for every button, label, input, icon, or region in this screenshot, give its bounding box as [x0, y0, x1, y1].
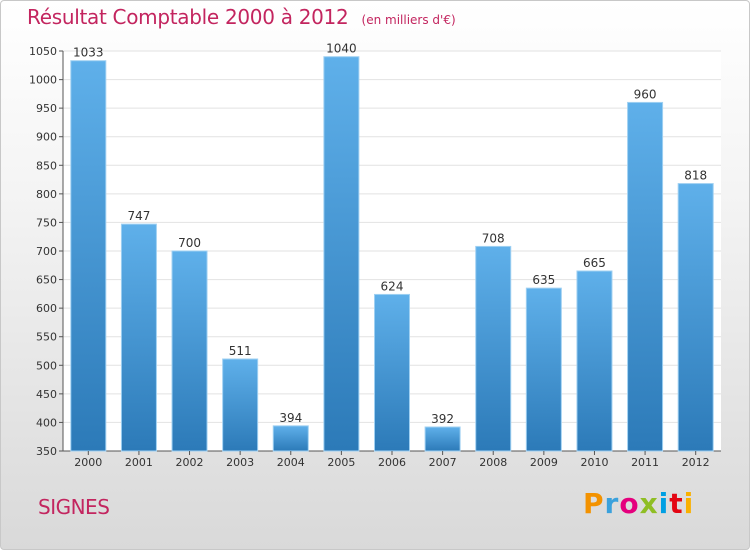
data-label: 1033	[73, 46, 104, 60]
data-label: 747	[127, 209, 150, 223]
data-label: 635	[532, 273, 555, 287]
x-tick-label: 2005	[327, 456, 355, 469]
y-tick-label: 950	[36, 102, 57, 115]
x-tick-label: 2012	[682, 456, 710, 469]
y-tick-label: 900	[36, 131, 57, 144]
y-tick-label: 600	[36, 302, 57, 315]
logo-letter: t	[669, 487, 684, 520]
y-tick-label: 750	[36, 216, 57, 229]
bar-2006	[374, 293, 410, 452]
x-tick-label: 2007	[429, 456, 457, 469]
bar-2000	[70, 60, 107, 452]
data-label: 818	[684, 169, 707, 183]
x-tick-label: 2010	[580, 456, 608, 469]
data-label: 1040	[326, 42, 357, 56]
y-tick-label: 850	[36, 159, 57, 172]
bar-2005	[323, 56, 360, 452]
data-label: 394	[279, 411, 302, 425]
chart-title: Résultat Comptable 2000 à 2012	[27, 5, 349, 29]
bar-2001	[120, 223, 157, 452]
data-label: 665	[583, 256, 606, 270]
y-tick-label: 650	[36, 274, 57, 287]
x-tick-label: 2009	[530, 456, 558, 469]
logo-letter: r	[604, 487, 620, 520]
logo-letter: P	[583, 487, 605, 520]
logo-letter: i	[658, 487, 670, 520]
data-label: 960	[634, 87, 657, 101]
x-tick-label: 2000	[74, 456, 102, 469]
x-tick-label: 2002	[176, 456, 204, 469]
data-label: 511	[229, 344, 252, 358]
chart-title-row: Résultat Comptable 2000 à 2012 (en milli…	[27, 5, 456, 29]
data-label: 624	[381, 279, 404, 293]
y-tick-label: 350	[36, 445, 57, 458]
y-tick-label: 1050	[29, 45, 57, 58]
x-tick-label: 2001	[125, 456, 153, 469]
y-tick-label: 400	[36, 416, 57, 429]
x-tick-label: 2003	[226, 456, 254, 469]
y-tick-label: 550	[36, 331, 57, 344]
bar-2010	[576, 270, 613, 452]
chart-subtitle: (en milliers d'€)	[361, 13, 456, 27]
bar-2011	[627, 101, 664, 452]
logo-letter: x	[639, 487, 659, 520]
data-label: 392	[431, 412, 454, 426]
y-tick-label: 450	[36, 388, 57, 401]
bar-2009	[525, 287, 562, 452]
y-tick-label: 700	[36, 245, 57, 258]
bar-2012	[677, 183, 714, 452]
data-label: 700	[178, 236, 201, 250]
bar-2002	[171, 250, 208, 452]
bar-2004	[272, 425, 309, 452]
y-tick-label: 1000	[29, 74, 57, 87]
logo-letter: o	[619, 487, 640, 520]
x-tick-label: 2008	[479, 456, 507, 469]
x-tick-label: 2011	[631, 456, 659, 469]
bar-2008	[475, 245, 512, 452]
commune-name: SIGNES	[38, 495, 110, 519]
logo-letter: i	[683, 487, 695, 520]
x-tick-label: 2004	[277, 456, 305, 469]
x-tick-label: 2006	[378, 456, 406, 469]
data-label: 708	[482, 231, 505, 245]
y-tick-label: 800	[36, 188, 57, 201]
bar-2007	[424, 426, 461, 452]
bar-2003	[222, 358, 259, 452]
y-tick-label: 500	[36, 359, 57, 372]
proxiti-logo: Proxiti	[583, 487, 694, 520]
